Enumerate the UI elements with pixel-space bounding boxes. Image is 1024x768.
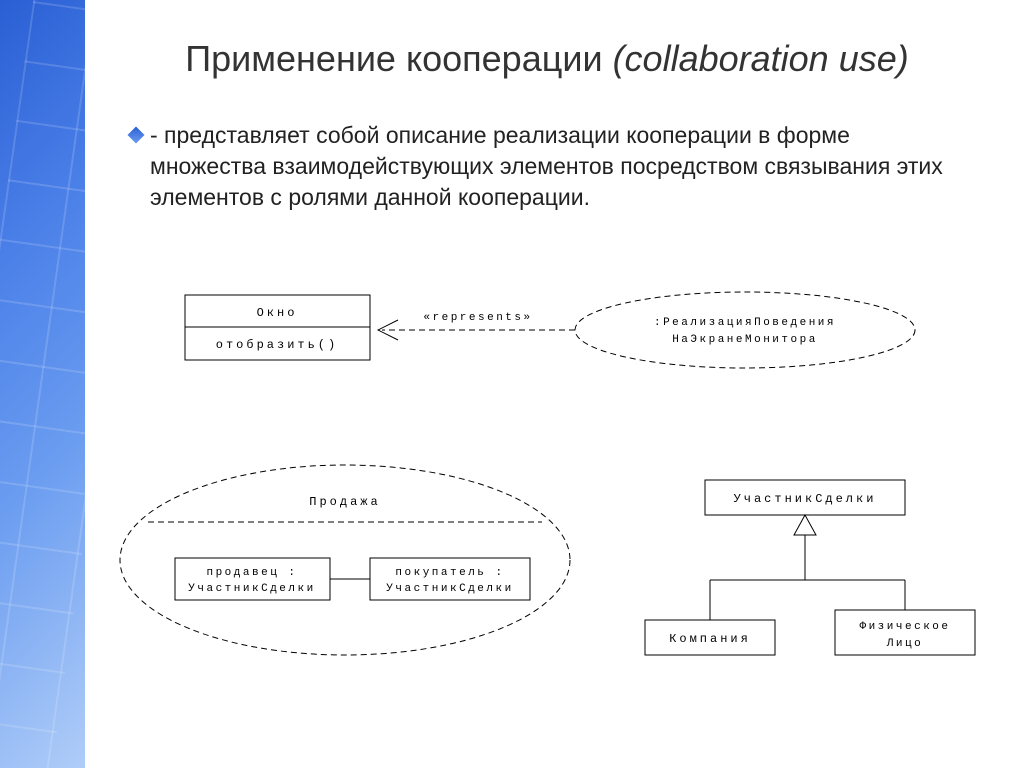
class-fizlico-line2: Лицо bbox=[886, 638, 923, 650]
collab-realization-line1: :РеализацияПоведения bbox=[654, 317, 836, 329]
edge-represents-label: «represents» bbox=[423, 312, 532, 324]
class-fizlico: Физическое Лицо bbox=[835, 610, 975, 655]
title-text: Применение кооперации bbox=[185, 38, 612, 79]
edge-represents: «represents» bbox=[378, 312, 575, 340]
generalization bbox=[710, 515, 905, 620]
class-okno-method: отобразить() bbox=[216, 338, 338, 352]
class-kompaniya: Компания bbox=[645, 620, 775, 655]
class-okno: Окно отобразить() bbox=[185, 295, 370, 360]
bullet-text: - представляет собой описание реализации… bbox=[150, 120, 964, 213]
collab-prodazha-title: Продажа bbox=[309, 495, 380, 509]
slide-title: Применение кооперации (collaboration use… bbox=[100, 38, 994, 80]
class-uchastnik-label: УчастникСделки bbox=[734, 492, 877, 506]
prodazha-box1-line1: продавец : bbox=[206, 567, 297, 579]
class-fizlico-line1: Физическое bbox=[859, 621, 950, 633]
collab-prodazha: Продажа продавец : УчастникСделки покупа… bbox=[120, 465, 570, 655]
class-okno-title: Окно bbox=[257, 306, 298, 320]
collab-realization: :РеализацияПоведения НаЭкранеМонитора bbox=[575, 292, 915, 368]
prodazha-box2-line1: покупатель : bbox=[395, 567, 504, 579]
decorative-sidebar bbox=[0, 0, 85, 768]
bullet-icon bbox=[128, 127, 145, 144]
prodazha-box2-line2: УчастникСделки bbox=[386, 583, 513, 595]
class-kompaniya-label: Компания bbox=[669, 632, 751, 646]
prodazha-box1-line2: УчастникСделки bbox=[188, 583, 315, 595]
bullet-block: - представляет собой описание реализации… bbox=[130, 120, 964, 213]
collab-realization-line2: НаЭкранеМонитора bbox=[672, 334, 818, 346]
uml-diagram: Окно отобразить() «represents» :Реализац… bbox=[100, 290, 1000, 760]
title-italic: (collaboration use) bbox=[613, 38, 909, 79]
bullet-item: - представляет собой описание реализации… bbox=[130, 120, 964, 213]
class-uchastnik: УчастникСделки bbox=[705, 480, 905, 515]
